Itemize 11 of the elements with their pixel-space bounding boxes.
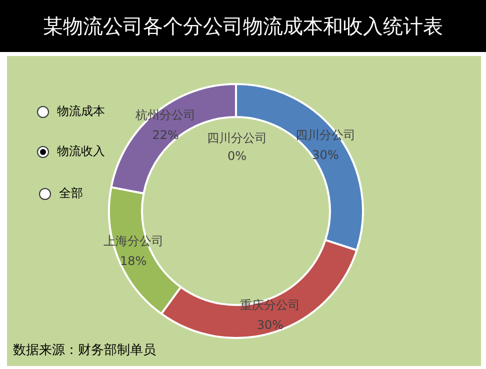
chart-title: 某物流公司各个分公司物流成本和收入统计表 [0, 0, 486, 52]
text: 全部 [59, 185, 83, 202]
slice-label: 杭州分公司 [134, 108, 196, 122]
data-label: 18% [120, 254, 147, 268]
text: 物流成本 [57, 103, 105, 120]
text: 物流收入 [57, 143, 105, 160]
source-note: 数据来源：财务部制单员 [13, 342, 156, 359]
data-label: 30% [312, 148, 339, 162]
text: 四川分公司 0% [206, 130, 268, 165]
data-label: 30% [256, 318, 284, 332]
data-label: 22% [152, 128, 179, 142]
